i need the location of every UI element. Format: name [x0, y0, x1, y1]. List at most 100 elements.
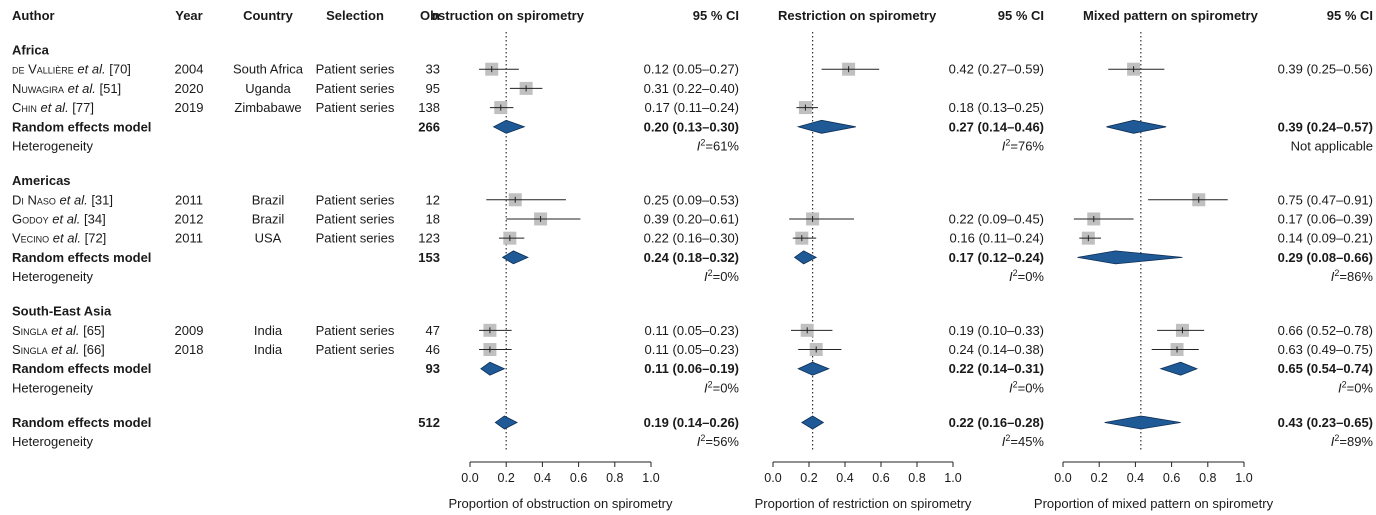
pooled-label: Random effects model	[12, 415, 151, 430]
study-year: 2020	[175, 81, 204, 96]
x-tick-label: 0.8	[606, 471, 623, 485]
group-name: South-East Asia	[12, 304, 112, 319]
study-selection: Patient series	[316, 100, 395, 115]
x-tick-label: 0.2	[498, 471, 515, 485]
study-ci-text: 0.39 (0.20–0.61)	[644, 211, 739, 226]
x-tick-label: 0.6	[570, 471, 587, 485]
study-year: 2011	[175, 231, 203, 246]
study-country: Brazil	[252, 192, 285, 207]
study-author: de Vallière et al. [70]	[12, 62, 131, 77]
header-panel-title: Mixed pattern on spirometry	[1083, 8, 1259, 23]
study-ci-text: 0.17 (0.11–0.24)	[645, 100, 739, 115]
heterogeneity-value: I2=56%	[697, 433, 740, 449]
x-tick-label: 1.0	[1235, 471, 1252, 485]
header-year: Year	[175, 8, 202, 23]
study-selection: Patient series	[316, 323, 395, 338]
pooled-diamond	[1159, 361, 1199, 376]
study-country: Brazil	[252, 211, 285, 226]
study-ci-text: 0.31 (0.22–0.40)	[644, 81, 739, 96]
study-n: 47	[426, 323, 440, 338]
pooled-ci-text: 0.20 (0.13–0.30)	[644, 119, 739, 134]
study-ci-text: 0.12 (0.05–0.27)	[644, 62, 739, 77]
study-ci-text: 0.22 (0.16–0.30)	[644, 231, 739, 246]
study-ci-text: 0.14 (0.09–0.21)	[1278, 231, 1373, 246]
study-ci-text: 0.63 (0.49–0.75)	[1278, 342, 1373, 357]
heterogeneity-label: Heterogeneity	[12, 139, 93, 154]
study-ci-text: 0.25 (0.09–0.53)	[644, 192, 739, 207]
pooled-ci-text: 0.65 (0.54–0.74)	[1278, 361, 1373, 376]
study-n: 12	[426, 192, 440, 207]
x-tick-label: 1.0	[944, 471, 961, 485]
study-author: Chin et al. [77]	[12, 100, 94, 115]
study-author: Singla et al. [65]	[12, 323, 105, 338]
heterogeneity-value: I2=0%	[704, 379, 739, 395]
pooled-ci-text: 0.27 (0.14–0.46)	[949, 119, 1044, 134]
heterogeneity-value: I2=86%	[1331, 268, 1374, 284]
study-ci-text: 0.16 (0.11–0.24)	[950, 231, 1044, 246]
header-ci: 95 % CI	[998, 8, 1044, 23]
study-author: Singla et al. [66]	[12, 342, 105, 357]
study-country: USA	[255, 231, 282, 246]
pooled-label: Random effects model	[12, 361, 151, 376]
pooled-diamond	[1077, 250, 1183, 265]
heterogeneity-value: I2=76%	[1002, 138, 1045, 154]
pooled-n: 266	[418, 119, 440, 134]
study-ci-text: 0.39 (0.25–0.56)	[1278, 62, 1373, 77]
pooled-diamond	[796, 119, 856, 134]
x-tick-label: 0.8	[908, 471, 925, 485]
heterogeneity-value: I2=61%	[697, 138, 740, 154]
header-author: Author	[12, 8, 55, 23]
pooled-diamond	[501, 250, 529, 265]
pooled-diamond	[492, 119, 526, 134]
study-year: 2009	[175, 323, 204, 338]
x-tick-label: 0.4	[534, 471, 551, 485]
pooled-diamond	[1104, 415, 1181, 430]
study-ci-text: 0.42 (0.27–0.59)	[949, 62, 1044, 77]
x-tick-label: 0.2	[800, 471, 817, 485]
study-n: 95	[426, 81, 440, 96]
pooled-ci-text: 0.17 (0.12–0.24)	[949, 250, 1044, 265]
study-n: 138	[418, 100, 440, 115]
x-tick-label: 0.8	[1199, 471, 1216, 485]
study-author: Godoy et al. [34]	[12, 211, 106, 226]
study-country: India	[254, 323, 283, 338]
study-ci-text: 0.22 (0.09–0.45)	[949, 211, 1044, 226]
heterogeneity-label: Heterogeneity	[12, 434, 93, 449]
x-tick-label: 0.0	[764, 471, 781, 485]
pooled-ci-text: 0.29 (0.08–0.66)	[1278, 250, 1373, 265]
heterogeneity-value: I2=0%	[704, 268, 739, 284]
x-tick-label: 0.6	[1163, 471, 1180, 485]
header-ci: 95 % CI	[693, 8, 739, 23]
pooled-n: 93	[426, 361, 440, 376]
study-year: 2012	[175, 211, 204, 226]
study-ci-text: 0.17 (0.06–0.39)	[1278, 211, 1373, 226]
study-year: 2004	[175, 62, 204, 77]
study-author: Nuwagira et al. [51]	[12, 81, 121, 96]
x-tick-label: 0.2	[1091, 471, 1108, 485]
header-panel-title: Restriction on spirometry	[778, 8, 937, 23]
header-ci: 95 % CI	[1327, 8, 1373, 23]
study-ci-text: 0.66 (0.52–0.78)	[1278, 323, 1373, 338]
study-author: Di Naso et al. [31]	[12, 192, 113, 207]
x-tick-label: 0.4	[1127, 471, 1144, 485]
study-n: 18	[426, 211, 440, 226]
x-tick-label: 0.4	[836, 471, 853, 485]
study-selection: Patient series	[316, 231, 395, 246]
pooled-diamond	[793, 250, 818, 265]
heterogeneity-value: Not applicable	[1291, 139, 1373, 154]
header-panel-title: Obstruction on spirometry	[420, 8, 585, 23]
pooled-diamond	[1106, 119, 1167, 134]
study-ci-text: 0.19 (0.10–0.33)	[949, 323, 1044, 338]
group-name: Africa	[12, 43, 50, 58]
study-ci-text: 0.75 (0.47–0.91)	[1278, 192, 1373, 207]
header-n: n	[432, 8, 440, 23]
x-axis-label: Proportion of mixed pattern on spirometr…	[1034, 496, 1274, 511]
pooled-ci-text: 0.24 (0.18–0.32)	[644, 250, 739, 265]
study-n: 33	[426, 62, 440, 77]
study-ci-text: 0.11 (0.05–0.23)	[645, 342, 739, 357]
pooled-diamond	[797, 361, 830, 376]
study-selection: Patient series	[316, 211, 395, 226]
study-ci-text: 0.18 (0.13–0.25)	[949, 100, 1044, 115]
pooled-label: Random effects model	[12, 250, 151, 265]
